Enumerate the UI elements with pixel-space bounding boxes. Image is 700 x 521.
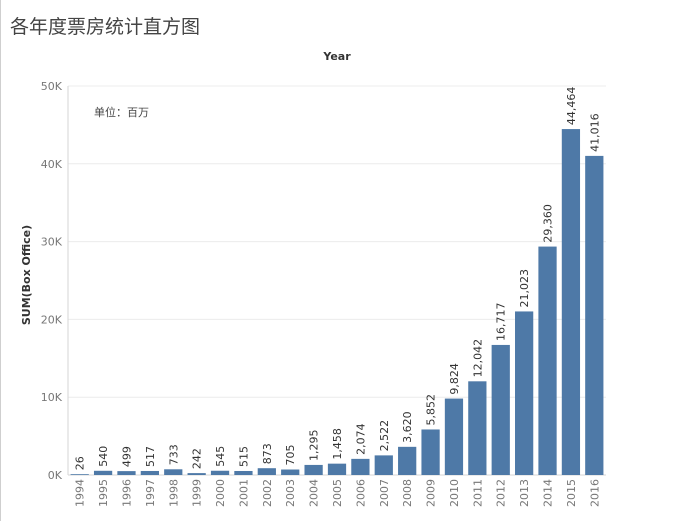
y-tick-label: 30K [41,236,63,249]
data-label: 3,620 [401,411,414,443]
data-label: 517 [144,446,157,467]
x-tick-label: 2011 [471,479,484,507]
data-label: 242 [191,448,204,469]
column-header: Year [322,50,351,63]
bar [327,463,347,475]
data-label: 2,074 [354,423,367,455]
bar [374,455,393,475]
bar [140,470,159,475]
bar [561,129,581,476]
x-tick-label: 2015 [565,479,578,507]
y-axis: 0K 10K 20K 30K 40K 50K [41,80,63,482]
data-label: 733 [167,444,180,465]
x-tick-label: 2001 [237,479,250,507]
bar [234,470,253,475]
data-label: 21,023 [518,269,531,308]
x-tick-label: 2002 [261,479,274,507]
bar [351,458,370,475]
x-tick-label: 2006 [354,479,367,507]
x-tick-label: 1996 [120,479,133,507]
data-label: 29,360 [542,204,555,243]
data-label: 9,824 [448,363,461,395]
x-tick-label: 2013 [518,479,531,507]
bar [70,474,89,475]
bar [187,473,206,475]
bar [585,155,604,476]
x-tick-label: 1995 [97,479,110,507]
x-tick-label: 2000 [214,479,227,507]
x-tick-label: 1999 [191,479,204,507]
bar [491,344,510,475]
x-tick-label: 2005 [331,479,344,507]
data-labels: 26 540 499 517 733 242 545 515 873 705 1,295 1,458 2… [74,87,602,471]
bar [538,246,557,475]
x-tick-label: 2008 [401,479,414,507]
y-tick-label: 20K [41,313,63,326]
x-tick-label: 2003 [284,479,297,507]
left-edge-line [0,0,1,521]
x-tick-label: 2004 [308,479,321,507]
data-label: 12,042 [471,339,484,378]
bars [70,129,604,476]
unit-annotation: 单位：百万 [94,105,149,119]
data-label: 515 [237,446,250,467]
x-tick-label: 1997 [144,479,157,507]
x-tick-label: 2009 [425,479,438,507]
bar [281,469,300,475]
y-tick-label: 50K [41,80,63,93]
data-label: 540 [97,446,110,467]
bar [164,469,183,475]
bar [515,311,534,475]
data-label: 1,295 [308,429,321,461]
x-tick-label: 1998 [167,479,180,507]
data-label: 873 [261,443,274,464]
x-tick-label: 2010 [448,479,461,507]
data-label: 16,717 [495,302,508,341]
bar [304,464,323,475]
data-label: 41,016 [588,113,601,152]
page-title: 各年度票房统计直方图 [10,16,201,38]
bar [93,470,113,475]
y-tick-label: 0K [48,469,63,482]
bar [398,446,417,475]
data-label: 44,464 [565,87,578,126]
bar [210,470,230,475]
bar [444,398,464,475]
bar [117,471,136,475]
bar [421,429,440,475]
bar [257,468,276,475]
x-tick-label: 1994 [74,479,87,507]
x-tick-label: 2007 [378,479,391,507]
y-tick-label: 10K [41,391,63,404]
x-tick-label: 2016 [588,479,601,507]
bar [468,381,487,475]
data-label: 705 [284,445,297,466]
data-label: 545 [214,446,227,467]
x-axis: 1994 1995 1996 1997 1998 1999 2000 2001 2002 2003… [74,479,602,507]
y-axis-title: SUM(Box Office) [20,225,33,325]
x-tick-label: 2012 [495,479,508,507]
data-label: 26 [74,456,87,470]
y-tick-label: 40K [41,158,63,171]
data-label: 499 [120,446,133,467]
data-label: 5,852 [425,394,438,426]
data-label: 2,522 [378,420,391,452]
data-label: 1,458 [331,428,344,460]
x-tick-label: 2014 [542,479,555,507]
